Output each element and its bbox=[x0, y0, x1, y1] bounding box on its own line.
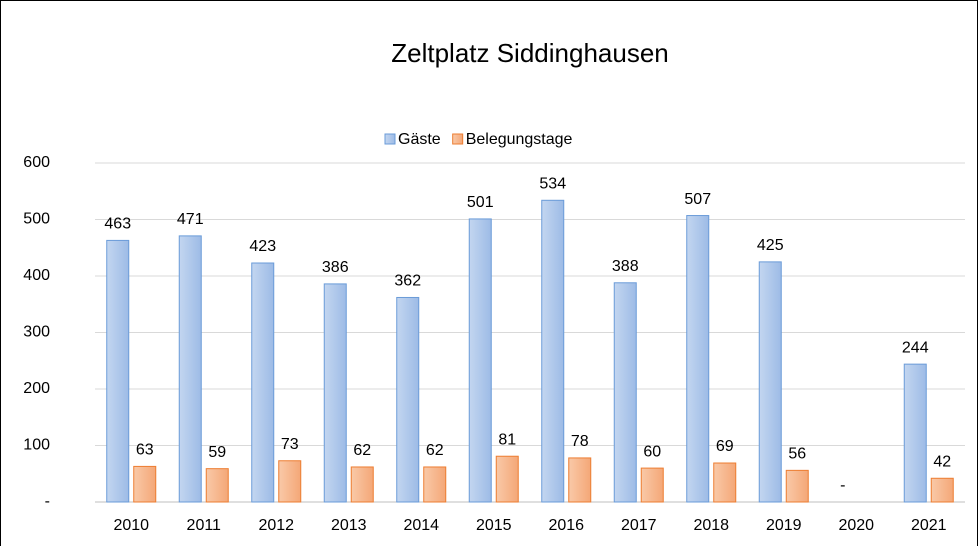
value-label: 423 bbox=[249, 238, 276, 255]
bar bbox=[495, 455, 519, 503]
y-tick-label: 400 bbox=[23, 267, 50, 284]
value-label: 78 bbox=[571, 433, 589, 450]
value-label: 501 bbox=[467, 194, 494, 211]
bar bbox=[350, 466, 374, 503]
value-label: 60 bbox=[643, 443, 661, 460]
bar bbox=[785, 469, 809, 503]
x-tick-label: 2020 bbox=[838, 517, 874, 534]
value-label: 56 bbox=[788, 446, 806, 463]
value-label: 62 bbox=[426, 442, 444, 459]
value-label: 362 bbox=[394, 273, 421, 290]
bar bbox=[541, 199, 565, 503]
bar bbox=[568, 457, 592, 503]
y-tick-label: 200 bbox=[23, 380, 50, 397]
value-label: 63 bbox=[136, 442, 154, 459]
y-tick-label: - bbox=[45, 493, 50, 510]
bar bbox=[396, 296, 420, 503]
value-label: 69 bbox=[716, 438, 734, 455]
bar bbox=[758, 261, 782, 503]
legend-label: Gäste bbox=[398, 131, 441, 148]
bar bbox=[251, 262, 275, 503]
bar bbox=[278, 460, 302, 503]
bar bbox=[713, 462, 737, 503]
y-tick-label: 500 bbox=[23, 211, 50, 228]
bar bbox=[903, 363, 927, 503]
bar bbox=[613, 282, 637, 503]
bar bbox=[205, 468, 229, 503]
x-tick-label: 2015 bbox=[476, 517, 512, 534]
value-label: 507 bbox=[684, 191, 711, 208]
bar bbox=[323, 283, 347, 503]
bar bbox=[133, 465, 157, 503]
x-tick-label: 2013 bbox=[331, 517, 367, 534]
legend-swatch bbox=[452, 133, 464, 145]
value-label: 386 bbox=[322, 259, 349, 276]
x-tick-label: 2011 bbox=[187, 517, 222, 534]
bar bbox=[930, 477, 954, 503]
value-label: 425 bbox=[757, 237, 784, 254]
bar bbox=[178, 235, 202, 503]
value-label: 388 bbox=[612, 258, 639, 275]
value-label: 81 bbox=[498, 431, 516, 448]
legend-swatch bbox=[384, 133, 396, 145]
value-label: 463 bbox=[104, 216, 131, 233]
chart-title: Zeltplatz Siddinghausen bbox=[391, 38, 669, 68]
x-tick-label: 2017 bbox=[621, 517, 657, 534]
legend-label: Belegungstage bbox=[466, 131, 573, 148]
value-label: 244 bbox=[902, 339, 929, 356]
x-tick-label: 2012 bbox=[258, 517, 294, 534]
value-label: 73 bbox=[281, 436, 299, 453]
bar bbox=[106, 239, 130, 503]
x-tick-label: 2018 bbox=[693, 517, 729, 534]
value-label: 62 bbox=[353, 442, 371, 459]
value-label: - bbox=[840, 477, 845, 494]
x-tick-label: 2014 bbox=[403, 517, 439, 534]
value-label: 534 bbox=[539, 176, 566, 193]
bar bbox=[640, 467, 664, 503]
value-label: 42 bbox=[933, 453, 951, 470]
y-tick-label: 600 bbox=[23, 154, 50, 171]
x-tick-label: 2021 bbox=[911, 517, 947, 534]
x-tick-label: 2010 bbox=[113, 517, 149, 534]
y-tick-label: 100 bbox=[23, 437, 50, 454]
y-tick-label: 300 bbox=[23, 324, 50, 341]
value-label: 59 bbox=[208, 444, 226, 461]
x-tick-label: 2016 bbox=[548, 517, 584, 534]
bar bbox=[423, 466, 447, 503]
bar bbox=[686, 215, 710, 503]
bar bbox=[468, 218, 492, 503]
x-tick-label: 2019 bbox=[766, 517, 802, 534]
value-label: 471 bbox=[177, 211, 204, 228]
